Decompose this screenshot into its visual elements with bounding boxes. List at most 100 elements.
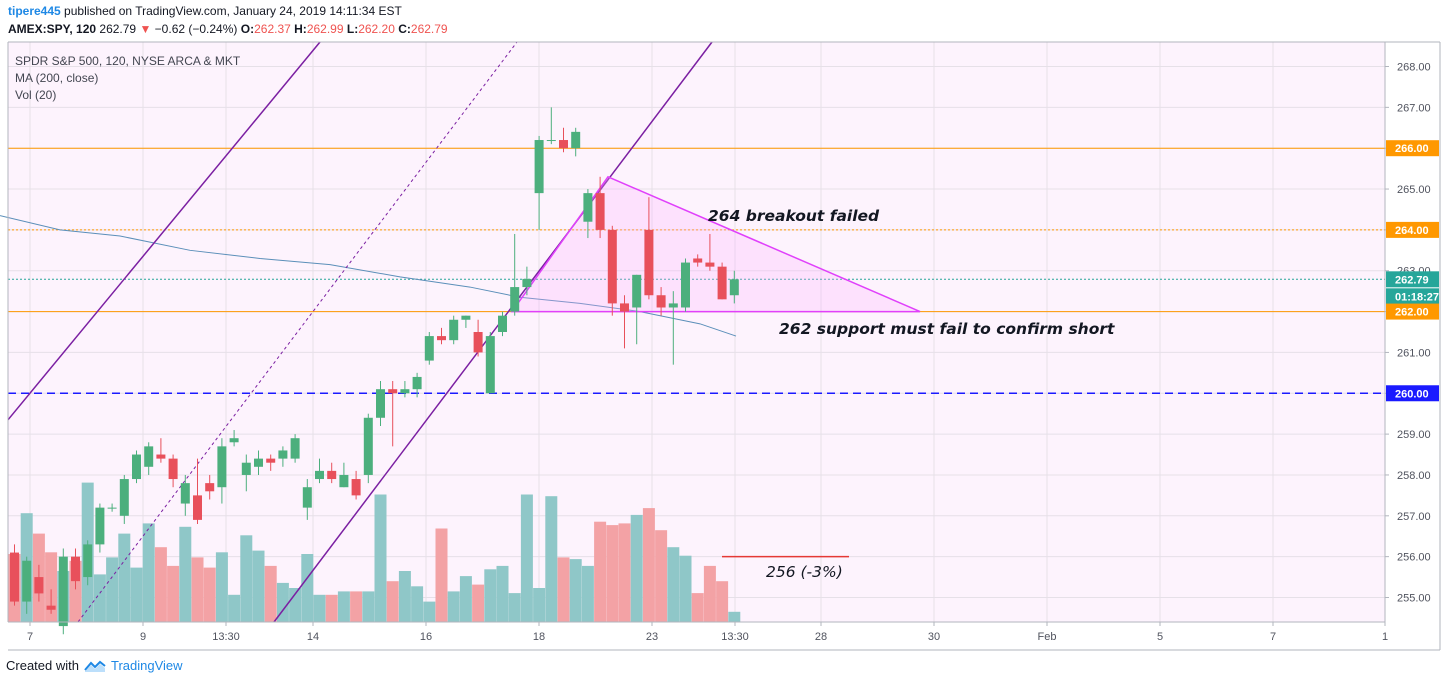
- high-label: H:: [294, 22, 307, 36]
- candle-body[interactable]: [229, 438, 239, 443]
- candle-body[interactable]: [327, 470, 337, 480]
- candle-body[interactable]: [485, 336, 495, 394]
- candle-body[interactable]: [534, 140, 544, 194]
- candle-body[interactable]: [290, 438, 300, 459]
- volume-bar: [728, 611, 741, 622]
- author-name[interactable]: tipere445: [8, 4, 61, 18]
- volume-bar: [289, 588, 302, 622]
- candle-body[interactable]: [424, 336, 434, 361]
- candle-body[interactable]: [46, 605, 56, 610]
- y-tick-label: 259.00: [1397, 429, 1431, 441]
- candle-body[interactable]: [668, 303, 678, 308]
- candle-body[interactable]: [571, 131, 581, 149]
- candle-body[interactable]: [620, 303, 629, 312]
- volume-bar: [240, 535, 253, 622]
- candle-body[interactable]: [461, 315, 471, 320]
- candle-body[interactable]: [119, 479, 129, 516]
- candle-body[interactable]: [449, 319, 459, 341]
- candle-body[interactable]: [388, 389, 398, 394]
- candle-body[interactable]: [132, 454, 141, 480]
- candle-body[interactable]: [107, 507, 117, 509]
- candle-body[interactable]: [632, 274, 642, 308]
- candle-body[interactable]: [10, 552, 19, 602]
- candle-body[interactable]: [583, 193, 593, 222]
- x-tick-label: 5: [1157, 631, 1163, 643]
- legend-ma[interactable]: MA (200, close): [15, 71, 99, 85]
- candle-body[interactable]: [498, 315, 507, 332]
- tradingview-brand[interactable]: TradingView: [110, 658, 183, 673]
- candle-body[interactable]: [717, 266, 727, 300]
- volume-bar: [496, 565, 509, 622]
- candle-body[interactable]: [205, 483, 215, 492]
- candle-body[interactable]: [95, 507, 105, 545]
- candle-body[interactable]: [705, 262, 715, 267]
- price-tag: [1386, 221, 1439, 238]
- volume-bar: [508, 593, 521, 622]
- x-tick-label: 14: [307, 631, 319, 643]
- candle-body[interactable]: [681, 262, 690, 308]
- x-tick-label: 7: [27, 631, 33, 643]
- channel-lower-line: [273, 41, 713, 623]
- candle-body[interactable]: [607, 229, 617, 304]
- price-tag: [1386, 140, 1439, 157]
- candle-body[interactable]: [156, 454, 166, 459]
- candle-body[interactable]: [217, 446, 227, 488]
- candle-body[interactable]: [71, 556, 80, 582]
- candle-body[interactable]: [144, 446, 154, 467]
- candle-body[interactable]: [34, 577, 44, 594]
- candle-body[interactable]: [559, 140, 568, 149]
- candle-body[interactable]: [315, 470, 324, 480]
- candle-body[interactable]: [437, 336, 446, 341]
- y-tick-label: 268.00: [1397, 62, 1431, 74]
- legend-volume[interactable]: Vol (20): [15, 88, 57, 102]
- volume-bar: [264, 565, 277, 622]
- candle-body[interactable]: [22, 560, 32, 602]
- candle-body[interactable]: [351, 479, 361, 496]
- x-tick-label: 13:30: [212, 631, 240, 643]
- candle-body[interactable]: [168, 458, 178, 480]
- candle-body[interactable]: [180, 483, 190, 504]
- candle-body[interactable]: [339, 474, 349, 488]
- candle-body[interactable]: [693, 258, 703, 263]
- candle-body[interactable]: [412, 376, 422, 390]
- price-tag: [1386, 271, 1439, 288]
- candle-body[interactable]: [241, 462, 251, 475]
- price-tag-label: 266.00: [1395, 143, 1429, 155]
- volume-bar: [423, 601, 436, 622]
- candle-body[interactable]: [278, 450, 288, 459]
- candle-body[interactable]: [302, 487, 312, 508]
- volume-bar: [435, 528, 448, 622]
- volume-bar: [606, 525, 619, 622]
- candle-body[interactable]: [376, 389, 385, 418]
- candle-body[interactable]: [266, 458, 276, 463]
- volume-bar: [325, 594, 338, 622]
- candle-body[interactable]: [644, 229, 654, 296]
- volume-bar: [118, 533, 131, 622]
- candle-body[interactable]: [83, 544, 93, 578]
- x-tick-label: 28: [815, 631, 827, 643]
- y-tick-label: 256.00: [1397, 552, 1431, 564]
- candle-body[interactable]: [656, 295, 666, 308]
- volume-bar: [520, 494, 533, 622]
- legend-symbol[interactable]: SPDR S&P 500, 120, NYSE ARCA & MKT: [15, 54, 241, 68]
- candle-body[interactable]: [58, 556, 68, 627]
- candle-body[interactable]: [729, 279, 739, 296]
- candle-body[interactable]: [595, 193, 605, 230]
- price-tag-label: 260.00: [1395, 388, 1429, 400]
- candle-body[interactable]: [546, 140, 556, 142]
- volume-bar: [642, 508, 655, 622]
- price-tag: [1386, 288, 1439, 305]
- x-tick-label: 16: [420, 631, 432, 643]
- volume-bar: [228, 594, 241, 622]
- candle-body[interactable]: [473, 332, 483, 353]
- candle-body[interactable]: [522, 278, 532, 288]
- down-arrow-icon: ▼: [139, 22, 152, 36]
- y-tick-label: 265.00: [1397, 184, 1431, 196]
- candle-body[interactable]: [363, 417, 373, 475]
- volume-bar: [374, 494, 387, 622]
- candle-body[interactable]: [254, 458, 263, 467]
- candle-body[interactable]: [510, 287, 520, 312]
- candle-body[interactable]: [193, 495, 202, 520]
- candle-body[interactable]: [400, 389, 410, 394]
